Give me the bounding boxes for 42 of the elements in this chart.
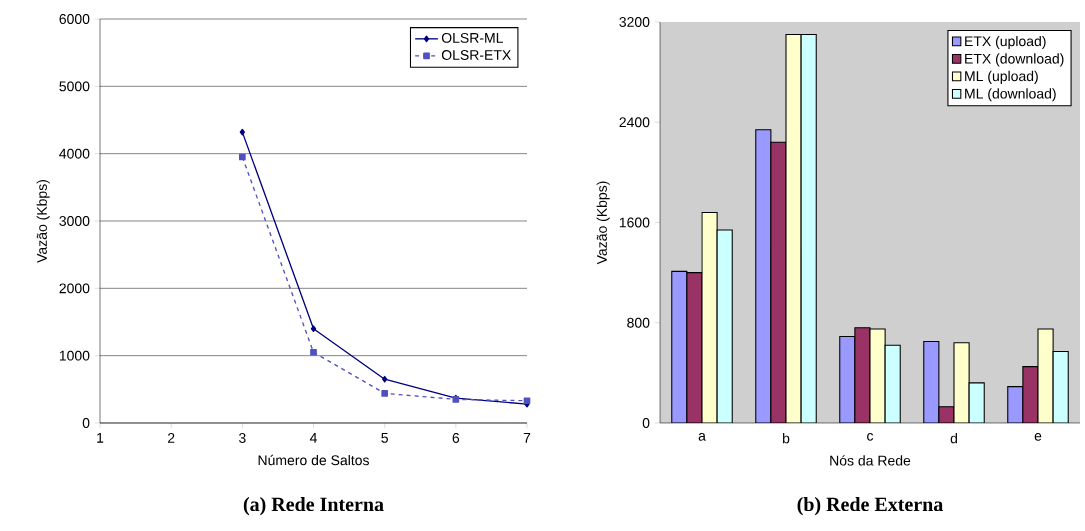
x-axis-title: Número de Saltos	[258, 454, 369, 466]
x-tick-label: d	[950, 433, 957, 444]
point	[239, 128, 246, 136]
x-tick-label: b	[783, 433, 790, 444]
text: (b) Rede Externa	[797, 497, 943, 516]
y-tick-label: 800	[627, 317, 650, 328]
y-tick-label: 4000	[59, 148, 90, 159]
point	[382, 375, 388, 383]
point	[239, 153, 246, 161]
x-tick-label: 7	[523, 433, 531, 443]
x-tick-label: 2	[167, 433, 175, 443]
point	[310, 325, 317, 333]
point	[381, 390, 389, 397]
y-tick-label: 1000	[59, 350, 90, 361]
x-tick-label: 4	[309, 433, 317, 443]
y-tick-label: 1600	[619, 217, 650, 228]
y-tick-label: 5000	[59, 81, 90, 92]
x-tick-label: 3	[238, 433, 246, 443]
legend-label: ETX (download)	[965, 53, 1064, 67]
x-tick-label: 1	[97, 433, 104, 443]
y-tick-label: 2400	[619, 117, 650, 128]
x-tick-label: 6	[452, 433, 460, 443]
x-tick-label: c	[867, 433, 874, 441]
y-tick-label: 2000	[59, 283, 90, 294]
point	[310, 348, 317, 356]
x-tick-label: e	[1034, 433, 1042, 441]
text: (a) Rede Interna	[243, 497, 384, 516]
legend-label: ML (download)	[965, 88, 1056, 102]
legend-label: ETX (upload)	[965, 35, 1046, 49]
y-tick-label: 3000	[59, 216, 90, 226]
y-tick-label: 3200	[619, 17, 650, 27]
x-tick-label: a	[698, 433, 706, 441]
y-axis-title: Vazão (Kbps)	[36, 180, 50, 263]
x-axis-title: Nós da Rede	[830, 455, 911, 466]
legend-label: ML (upload)	[965, 70, 1038, 84]
legend-label: OLSR-ML	[441, 32, 504, 43]
legend-label: OLSR-ETX	[441, 50, 511, 60]
y-tick-label: 0	[642, 418, 650, 428]
y-tick-label: 0	[82, 418, 90, 428]
x-tick-label: 5	[381, 433, 388, 443]
y-tick-label: 6000	[59, 14, 90, 24]
y-axis-title: Vazão (Kbps)	[596, 181, 610, 265]
